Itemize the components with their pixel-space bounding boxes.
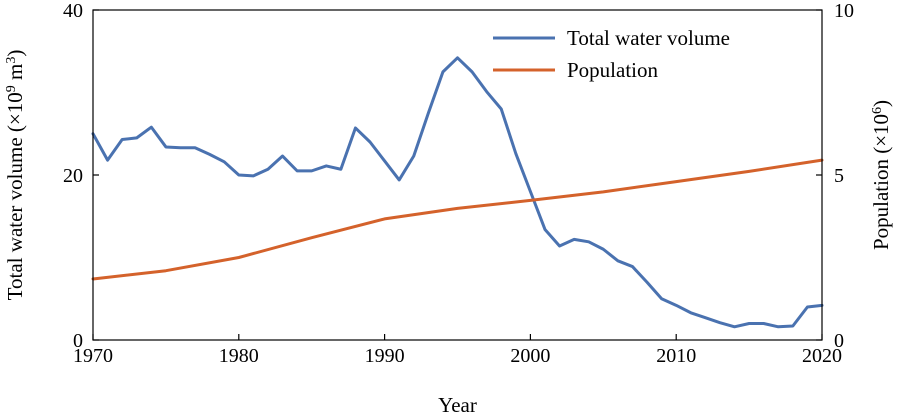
x-tick-label: 2010 [656, 345, 696, 367]
right-axis-title: Population (×106) [869, 100, 893, 250]
x-tick-label: 1990 [365, 345, 405, 367]
axis-ticks [92, 9, 823, 341]
series-line-total-water-volume [91, 56, 824, 329]
right-y-tick-label: 10 [834, 0, 854, 22]
right-y-tick-label: 0 [834, 330, 844, 352]
left-axis-title: Total water volume (×109 m3) [3, 50, 27, 301]
legend-label-population: Population [567, 58, 659, 82]
x-tick-label: 1970 [73, 345, 113, 367]
left-y-tick-label: 40 [63, 0, 83, 22]
series-line-population [91, 158, 824, 281]
legend-label-total-water-volume: Total water volume [567, 26, 730, 50]
x-axis-title: Year [438, 393, 477, 417]
right-y-tick-label: 5 [834, 165, 844, 187]
x-tick-label: 2020 [802, 345, 842, 367]
plot-lines [91, 56, 824, 329]
x-tick-label: 2000 [510, 345, 550, 367]
left-y-tick-label: 20 [63, 165, 83, 187]
left-y-tick-label: 0 [73, 330, 83, 352]
legend: Total water volume Population [493, 26, 730, 82]
x-tick-label: 1980 [219, 345, 259, 367]
